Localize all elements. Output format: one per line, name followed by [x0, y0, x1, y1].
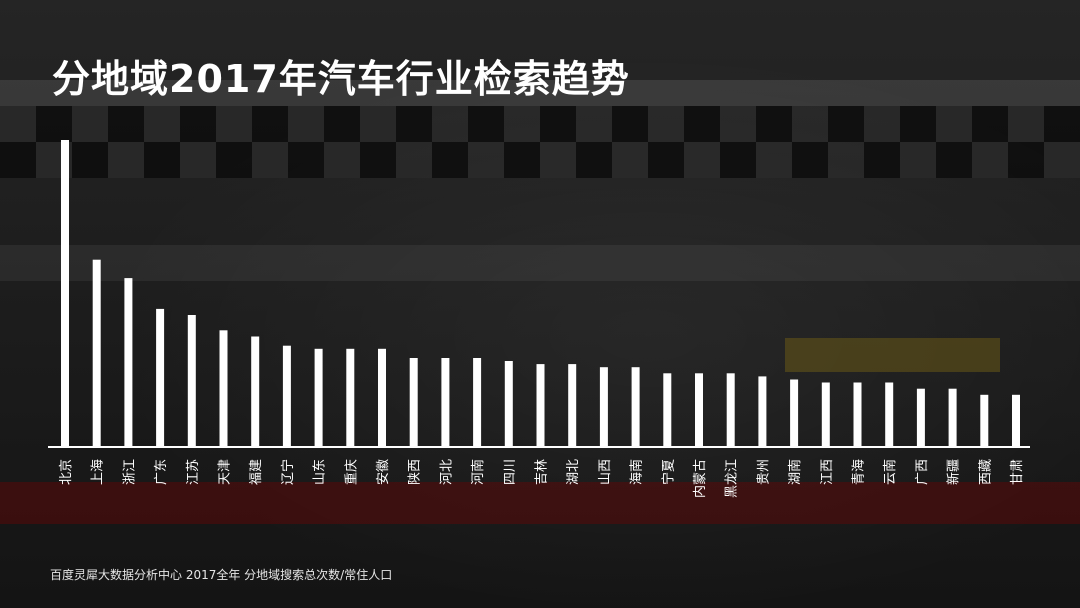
source-note: 百度灵犀大数据分析中心 2017全年 分地域搜索总次数/常住人口: [50, 568, 393, 582]
bar-河南: [473, 358, 482, 447]
x-tick-label: 河南: [470, 459, 486, 485]
background-yellow-marking: [785, 338, 1000, 372]
page-title: 分地域2017年汽车行业检索趋势: [52, 57, 630, 101]
bar-青海: [853, 382, 862, 447]
x-tick-label: 江苏: [185, 459, 201, 485]
x-tick-label: 四川: [503, 459, 518, 485]
x-tick-label: 内蒙古: [692, 459, 708, 498]
x-tick-label: 湖南: [787, 459, 803, 485]
bar-浙江: [124, 278, 133, 447]
bar-湖北: [568, 364, 577, 447]
x-tick-label: 海南: [629, 459, 645, 485]
x-tick-label: 安徽: [376, 459, 391, 485]
x-tick-label: 青海: [852, 459, 867, 485]
bar-宁夏: [663, 373, 672, 447]
x-tick-label: 辽宁: [280, 459, 296, 485]
bar-贵州: [758, 376, 767, 447]
x-tick-label: 黑龙江: [725, 459, 740, 498]
x-tick-label: 江西: [820, 459, 835, 485]
x-tick-label: 河北: [439, 459, 454, 485]
bar-黑龙江: [726, 373, 735, 447]
bar-四川: [504, 361, 513, 447]
x-tick-label: 上海: [91, 459, 106, 485]
bar-新疆: [948, 388, 957, 447]
bar-吉林: [536, 364, 545, 447]
x-tick-label: 陕西: [408, 459, 423, 485]
bar-广东: [156, 308, 165, 448]
bar-天津: [219, 330, 228, 447]
x-tick-label: 新疆: [946, 459, 962, 485]
x-tick-label: 吉林: [535, 459, 550, 485]
bar-河北: [441, 358, 450, 447]
bar-甘肃: [1012, 394, 1020, 447]
bar-江苏: [187, 315, 196, 447]
bar-陕西: [409, 358, 418, 447]
x-tick-label: 广西: [915, 459, 930, 485]
bar-内蒙古: [695, 373, 703, 447]
bar-重庆: [346, 348, 355, 447]
bar-云南: [885, 382, 894, 447]
bar-湖南: [790, 379, 799, 447]
x-tick-label: 西藏: [978, 459, 993, 485]
bar-安徽: [378, 348, 386, 447]
bar-西藏: [980, 394, 989, 447]
x-tick-label: 山东: [313, 459, 328, 485]
x-tick-label: 北京: [59, 459, 74, 485]
x-tick-label: 甘肃: [1010, 459, 1025, 485]
bar-山西: [599, 367, 608, 447]
bar-山东: [314, 348, 323, 447]
x-tick-label: 浙江: [122, 459, 137, 485]
background-stripe: [0, 245, 1080, 281]
x-tick-label: 重庆: [343, 459, 359, 485]
bar-辽宁: [282, 345, 291, 447]
bar-海南: [631, 367, 640, 447]
x-tick-label: 宁夏: [660, 459, 676, 485]
bar-江西: [821, 382, 830, 447]
x-tick-label: 山西: [598, 459, 613, 485]
bar-福建: [251, 336, 260, 447]
x-tick-label: 湖北: [566, 459, 581, 485]
background-stripe: [0, 80, 1080, 106]
bar-上海: [92, 259, 101, 447]
x-tick-label: 福建: [249, 459, 264, 485]
bar-广西: [916, 388, 925, 447]
x-tick-label: 贵州: [756, 459, 771, 485]
background-red-band: [0, 482, 1080, 524]
x-tick-label: 云南: [882, 459, 898, 485]
x-tick-label: 广东: [154, 459, 169, 485]
checkered-flag-pattern: [0, 106, 1080, 178]
x-tick-label: 天津: [218, 459, 233, 485]
bar-北京: [61, 140, 69, 447]
